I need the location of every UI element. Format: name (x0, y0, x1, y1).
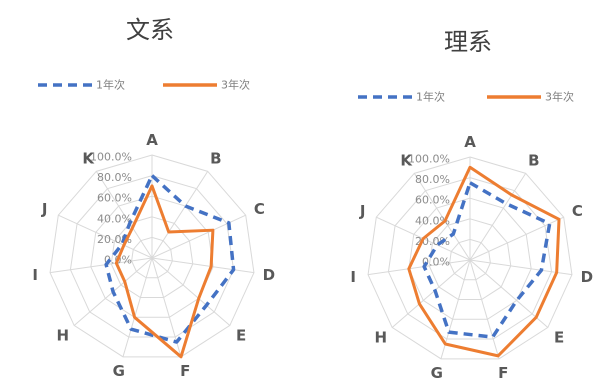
grid-ring-3 (90, 195, 214, 318)
series-line-1 (422, 181, 552, 339)
tick-label: 0.0% (422, 256, 450, 269)
grid-spoke-K (413, 173, 471, 261)
grid-spoke-B (151, 171, 209, 259)
axis-label-E: E (554, 328, 564, 346)
axis-label-B: B (210, 150, 221, 168)
grid-spoke-G (122, 257, 153, 357)
axis-label-H: H (375, 328, 388, 346)
grid-ring-3 (408, 197, 532, 320)
grid-ring-2 (428, 218, 512, 301)
tick-label: 100.0% (90, 151, 132, 164)
series-line-2 (114, 184, 215, 359)
grid-ring-1 (449, 238, 491, 281)
tick-label: 80.0% (415, 173, 450, 186)
axis-label-G: G (431, 364, 443, 382)
axis-label-D: D (581, 268, 593, 286)
legend-label-series-2: 3年次 (545, 90, 574, 104)
tick-label: 80.0% (97, 171, 132, 184)
axis-label-A: A (146, 131, 158, 149)
legend-label-series-2: 3年次 (221, 78, 250, 92)
axis-label-F: F (498, 364, 508, 382)
grid-spoke-F (469, 259, 500, 359)
axis-label-C: C (254, 200, 265, 218)
chart-title: 文系 (126, 16, 174, 44)
axis-label-E: E (236, 326, 246, 344)
grid-spoke-J (58, 214, 153, 259)
axis-label-F: F (180, 362, 190, 380)
axis-label-J: J (359, 202, 366, 220)
axis-label-J: J (41, 200, 48, 218)
chart-title: 理系 (444, 28, 492, 56)
axis-label-K: K (400, 152, 413, 170)
series-line-2 (407, 165, 561, 358)
axis-label-G: G (113, 362, 125, 380)
axis-label-I: I (32, 266, 38, 284)
grid-spoke-D (151, 257, 255, 274)
grid-spoke-E (469, 259, 549, 328)
grid-spoke-H (391, 259, 471, 328)
axis-label-A: A (464, 133, 476, 151)
axis-label-D: D (263, 266, 275, 284)
tick-label: 60.0% (97, 192, 132, 205)
legend-label-series-1: 1年次 (416, 90, 445, 104)
axis-label-I: I (350, 268, 356, 286)
axis-label-C: C (572, 202, 583, 220)
tick-label: 40.0% (97, 212, 132, 225)
axis-label-H: H (57, 326, 70, 344)
legend-label-series-1: 1年次 (96, 78, 125, 92)
grid-spoke-K (95, 171, 153, 259)
grid-ring-1 (131, 236, 173, 279)
series-line-1 (104, 173, 236, 344)
grid-spoke-B (469, 173, 527, 261)
tick-label: 100.0% (408, 153, 450, 166)
grid-ring-4 (69, 175, 235, 338)
grid-ring-2 (110, 216, 194, 299)
grid-ring-5 (49, 154, 255, 358)
grid-ring-5 (367, 156, 573, 360)
axis-label-K: K (82, 150, 95, 168)
grid-spoke-I (49, 257, 153, 274)
grid-spoke-D (469, 259, 573, 276)
axis-label-B: B (528, 152, 539, 170)
grid-spoke-E (151, 257, 231, 326)
tick-label: 60.0% (415, 194, 450, 207)
grid-spoke-I (367, 259, 471, 276)
